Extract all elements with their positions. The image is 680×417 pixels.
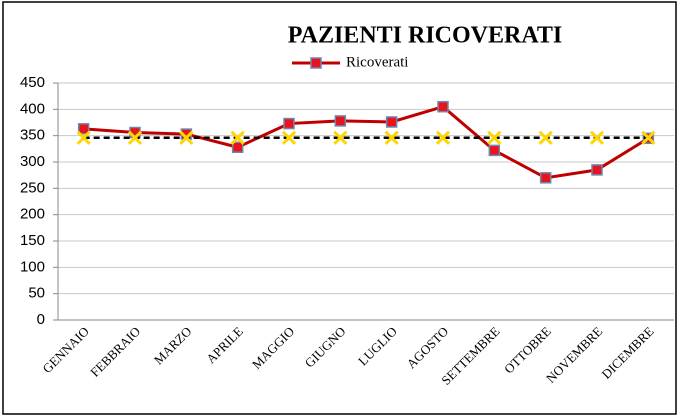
marker bbox=[435, 130, 451, 145]
marker bbox=[488, 144, 501, 157]
chart-title: PAZIENTI RICOVERATI bbox=[288, 23, 563, 49]
marker bbox=[384, 130, 399, 145]
y-tick-label: 200 bbox=[20, 206, 45, 223]
legend-marker bbox=[310, 57, 322, 69]
marker bbox=[283, 117, 295, 130]
marker bbox=[591, 164, 603, 176]
marker bbox=[487, 130, 502, 145]
marker bbox=[334, 115, 347, 127]
legend-label: Ricoverati bbox=[346, 54, 408, 70]
marker bbox=[437, 100, 449, 113]
marker bbox=[641, 130, 656, 145]
marker bbox=[76, 130, 91, 145]
marker bbox=[127, 130, 143, 145]
y-tick-label: 400 bbox=[20, 100, 45, 117]
marker bbox=[539, 172, 552, 184]
marker bbox=[77, 123, 90, 135]
marker bbox=[538, 130, 553, 145]
y-tick-label: 350 bbox=[20, 127, 45, 144]
series-line bbox=[83, 105, 650, 180]
y-tick-label: 250 bbox=[20, 179, 45, 196]
marker bbox=[333, 130, 348, 145]
y-tick-label: 450 bbox=[20, 74, 45, 91]
marker bbox=[589, 130, 605, 145]
y-tick-label: 100 bbox=[20, 258, 45, 275]
marker bbox=[385, 116, 398, 128]
y-tick-label: 150 bbox=[20, 232, 45, 249]
marker bbox=[230, 130, 245, 145]
marker bbox=[231, 141, 244, 154]
marker bbox=[281, 130, 297, 145]
y-tick-label: 300 bbox=[20, 153, 45, 170]
marker bbox=[179, 130, 194, 145]
y-tick-label: 50 bbox=[28, 285, 45, 302]
y-tick-label: 0 bbox=[37, 311, 45, 328]
